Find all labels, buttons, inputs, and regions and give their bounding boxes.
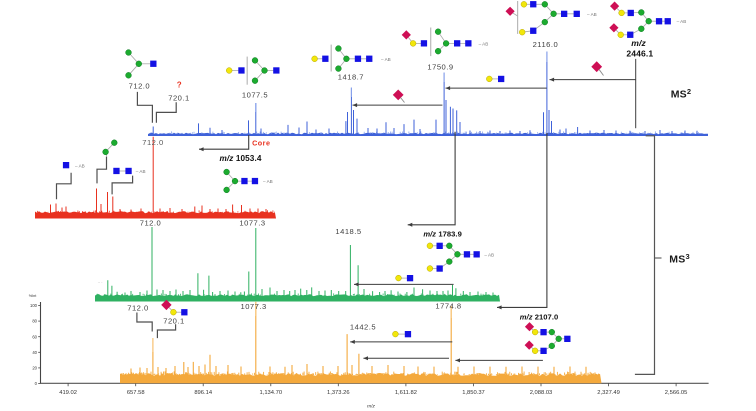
svg-text:1077.3: 1077.3 bbox=[240, 302, 266, 311]
svg-text:720.1: 720.1 bbox=[168, 94, 190, 103]
svg-text:– AB: – AB bbox=[484, 252, 494, 257]
svg-text:·· ·: ·· · bbox=[97, 280, 102, 285]
svg-text:– AB: – AB bbox=[587, 12, 597, 17]
svg-text:657.58: 657.58 bbox=[127, 390, 145, 396]
svg-text:m/z 1783.9: m/z 1783.9 bbox=[423, 229, 462, 238]
svg-text:2,566.05: 2,566.05 bbox=[665, 390, 688, 396]
svg-text:712.0: 712.0 bbox=[127, 304, 149, 313]
svg-text:MS2: MS2 bbox=[671, 87, 692, 101]
svg-text:1,850.37: 1,850.37 bbox=[462, 390, 485, 396]
svg-text:– AB: – AB bbox=[479, 41, 489, 46]
svg-text:896.14: 896.14 bbox=[194, 390, 213, 396]
svg-text:1774.8: 1774.8 bbox=[435, 302, 461, 311]
svg-text:1,611.82: 1,611.82 bbox=[395, 390, 417, 396]
svg-text:1,373.26: 1,373.26 bbox=[327, 390, 350, 396]
svg-text:2116.0: 2116.0 bbox=[533, 40, 559, 49]
svg-text:m/z: m/z bbox=[631, 38, 646, 48]
svg-text:100: 100 bbox=[30, 303, 38, 308]
svg-text:– AB: – AB bbox=[677, 19, 687, 24]
svg-text:20: 20 bbox=[32, 366, 37, 371]
svg-text:1750.9: 1750.9 bbox=[427, 62, 453, 71]
svg-text:m/z 2107.0: m/z 2107.0 bbox=[520, 313, 559, 322]
svg-text:2,088.03: 2,088.03 bbox=[530, 390, 553, 396]
svg-text:40: 40 bbox=[32, 350, 37, 355]
svg-text:1077.3: 1077.3 bbox=[239, 219, 265, 228]
svg-text:419.02: 419.02 bbox=[59, 390, 77, 396]
svg-text:1442.5: 1442.5 bbox=[350, 323, 376, 332]
svg-text:m/z 1053.4: m/z 1053.4 bbox=[220, 154, 262, 163]
svg-text:1,134.70: 1,134.70 bbox=[260, 390, 283, 396]
svg-text:712.0: 712.0 bbox=[129, 82, 151, 91]
svg-text:1077.5: 1077.5 bbox=[242, 90, 268, 99]
svg-text:– AB: – AB bbox=[381, 57, 391, 62]
svg-text:m/z: m/z bbox=[367, 404, 375, 410]
svg-text:1418.7: 1418.7 bbox=[338, 72, 364, 81]
svg-text:0: 0 bbox=[35, 381, 38, 386]
svg-text:2,327.49: 2,327.49 bbox=[597, 390, 620, 396]
svg-text:– AB: – AB bbox=[75, 163, 85, 168]
svg-text:%Int: %Int bbox=[29, 294, 38, 298]
svg-text:1418.5: 1418.5 bbox=[335, 227, 361, 236]
svg-text:712.0: 712.0 bbox=[142, 138, 164, 147]
svg-text:2446.1: 2446.1 bbox=[626, 49, 653, 59]
svg-text:720.1: 720.1 bbox=[163, 317, 185, 326]
svg-text:?: ? bbox=[177, 81, 182, 90]
svg-text:MS3: MS3 bbox=[669, 252, 690, 266]
svg-text:80: 80 bbox=[32, 319, 37, 324]
svg-text:– AB: – AB bbox=[263, 179, 273, 184]
svg-text:– AB: – AB bbox=[136, 169, 146, 174]
svg-text:712.0: 712.0 bbox=[140, 219, 162, 228]
svg-text:Core: Core bbox=[252, 139, 270, 148]
svg-text:60: 60 bbox=[32, 334, 37, 339]
